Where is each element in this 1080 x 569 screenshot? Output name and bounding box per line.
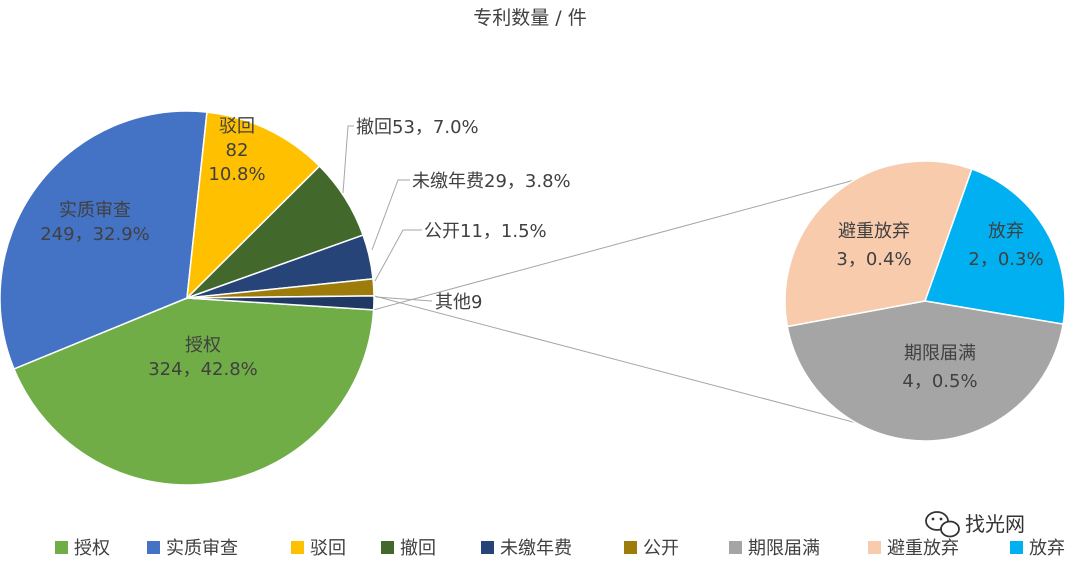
legend-label: 避重放弃 bbox=[887, 538, 959, 559]
legend-item-e69caae7bcb4e5b9b4e8b4b9: 未缴年费 bbox=[481, 538, 572, 559]
leader-line bbox=[371, 179, 410, 251]
data-label: 3，0.4% bbox=[836, 249, 911, 270]
legend-label: 放弃 bbox=[1029, 538, 1065, 559]
main-label-e5ae9ee8b4a8e5aea1e69fa5: 实质审查 249，32.9% bbox=[40, 200, 150, 245]
legend-swatch bbox=[381, 541, 394, 554]
detail-pie-labels: 放弃 2，0.3% 期限届满 4，0.5% 避重放弃 3，0.4% bbox=[836, 221, 1043, 392]
data-label: 4，0.5% bbox=[902, 371, 977, 392]
data-label: 避重放弃 bbox=[838, 221, 910, 242]
legend-label: 撤回 bbox=[400, 538, 436, 559]
legend-item-e694bee5bc83: 放弃 bbox=[1010, 538, 1065, 559]
data-label: 撤回53，7.0% bbox=[356, 117, 479, 138]
main-slice-e9a9b3e59b9e bbox=[186, 111, 321, 301]
detail-slice-e69c9fe99990e5b18ae6bba1 bbox=[786, 300, 1064, 442]
legend: 授权 实质审查 驳回 撤回 未缴年费 公开 期限届满 避重放弃 放弃 bbox=[55, 538, 1065, 559]
legend-item-e69c9fe99990e5b18ae6bba1: 期限届满 bbox=[729, 538, 820, 559]
detail-slice-e981bfe9878de694bee5bc83 bbox=[784, 160, 973, 328]
data-label: 放弃 bbox=[988, 221, 1024, 242]
detail-label-e981bfe9878de694bee5bc83: 避重放弃 3，0.4% bbox=[836, 221, 911, 270]
legend-item-e981bfe9878de694bee5bc83: 避重放弃 bbox=[868, 538, 959, 559]
connector-line bbox=[373, 160, 926, 311]
connector-lines bbox=[373, 160, 926, 442]
leader-line bbox=[374, 229, 422, 282]
data-label: 期限届满 bbox=[904, 343, 976, 364]
main-pie bbox=[0, 110, 375, 486]
legend-item-e9a9b3e59b9e: 驳回 bbox=[291, 538, 346, 559]
detail-label-e69c9fe99990e5b18ae6bba1: 期限届满 4，0.5% bbox=[902, 343, 977, 392]
data-label: 公开11，1.5% bbox=[424, 221, 547, 242]
data-label: 82 bbox=[226, 140, 249, 161]
detail-slice-e694bee5bc83 bbox=[923, 168, 1066, 326]
legend-swatch bbox=[481, 541, 494, 554]
main-slice-e5ae9ee8b4a8e5aea1e69fa5 bbox=[0, 110, 208, 370]
watermark-text: 找光网 bbox=[965, 512, 1025, 536]
legend-item-e585ace5bc80: 公开 bbox=[624, 538, 679, 559]
detail-pie bbox=[784, 160, 1066, 442]
data-label: 授权 bbox=[185, 335, 221, 356]
legend-swatch bbox=[55, 541, 68, 554]
main-slice-e585b6e4bb96 bbox=[186, 295, 375, 311]
main-label-e9a9b3e59b9e: 驳回 82 10.8% bbox=[208, 116, 265, 185]
legend-label: 实质审查 bbox=[166, 538, 238, 559]
legend-item-e5ae9ee8b4a8e5aea1e69fa5: 实质审查 bbox=[147, 538, 238, 559]
leader-line bbox=[375, 296, 433, 302]
legend-swatch bbox=[147, 541, 160, 554]
data-label: 2，0.3% bbox=[968, 249, 1043, 270]
main-label-e68e88e69d83: 授权 324，42.8% bbox=[148, 335, 258, 380]
legend-swatch bbox=[868, 541, 881, 554]
legend-swatch bbox=[729, 541, 742, 554]
connector-line bbox=[373, 295, 926, 442]
data-label: 其他9 bbox=[435, 292, 482, 313]
data-label: 实质审查 bbox=[59, 200, 131, 221]
legend-label: 授权 bbox=[74, 538, 110, 559]
leader-line bbox=[342, 125, 354, 194]
chart-title: 专利数量 / 件 bbox=[473, 7, 586, 29]
legend-item-e68e88e69d83: 授权 bbox=[55, 538, 110, 559]
data-label: 10.8% bbox=[208, 164, 265, 185]
legend-label: 驳回 bbox=[310, 538, 346, 559]
main-pie-labels: 授权 324，42.8% 实质审查 249，32.9% 驳回 82 10.8% 撤回53，7.… bbox=[40, 116, 570, 380]
main-slice-e68e88e69d83 bbox=[12, 297, 375, 486]
data-label: 驳回 bbox=[219, 116, 255, 137]
legend-label: 未缴年费 bbox=[500, 538, 572, 559]
legend-item-e692a4e59b9e: 撤回 bbox=[381, 538, 436, 559]
wechat-icon bbox=[925, 511, 960, 538]
watermark: 找光网 bbox=[925, 511, 1025, 538]
legend-swatch bbox=[1010, 541, 1023, 554]
detail-label-e694bee5bc83: 放弃 2，0.3% bbox=[968, 221, 1043, 270]
data-label: 324，42.8% bbox=[148, 359, 258, 380]
legend-label: 期限届满 bbox=[748, 538, 820, 559]
main-label-e69caae7bcb4e5b9b4e8b4b9: 未缴年费29，3.8% bbox=[371, 171, 571, 251]
data-label: 未缴年费29，3.8% bbox=[412, 171, 571, 192]
main-label-e585b6e4bb96: 其他9 bbox=[375, 292, 482, 313]
legend-swatch bbox=[291, 541, 304, 554]
legend-swatch bbox=[624, 541, 637, 554]
main-label-e692a4e59b9e: 撤回53，7.0% bbox=[342, 117, 479, 194]
legend-label: 公开 bbox=[643, 538, 679, 559]
main-label-e585ace5bc80: 公开11，1.5% bbox=[374, 221, 547, 282]
data-label: 249，32.9% bbox=[40, 224, 150, 245]
